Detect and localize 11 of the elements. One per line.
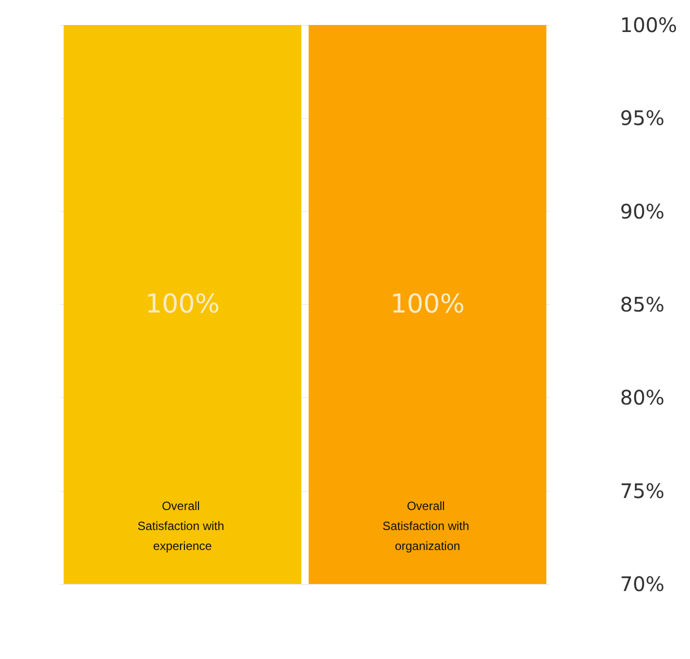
data-label: 100% [145, 290, 220, 320]
x-tick-label: Overall Satisfaction with organization [382, 499, 473, 553]
y-tick-label: 70% [620, 572, 664, 596]
x-tick-label: Overall Satisfaction with experience [137, 499, 228, 553]
y-tick-label: 85% [620, 292, 664, 316]
y-tick-label: 95% [620, 106, 664, 130]
y-tick-label: 90% [620, 199, 664, 224]
y-tick-label: 100% [620, 13, 678, 37]
y-tick-label: 80% [620, 386, 664, 410]
y-tick-label: 75% [620, 478, 664, 503]
data-label: 100% [390, 290, 465, 320]
